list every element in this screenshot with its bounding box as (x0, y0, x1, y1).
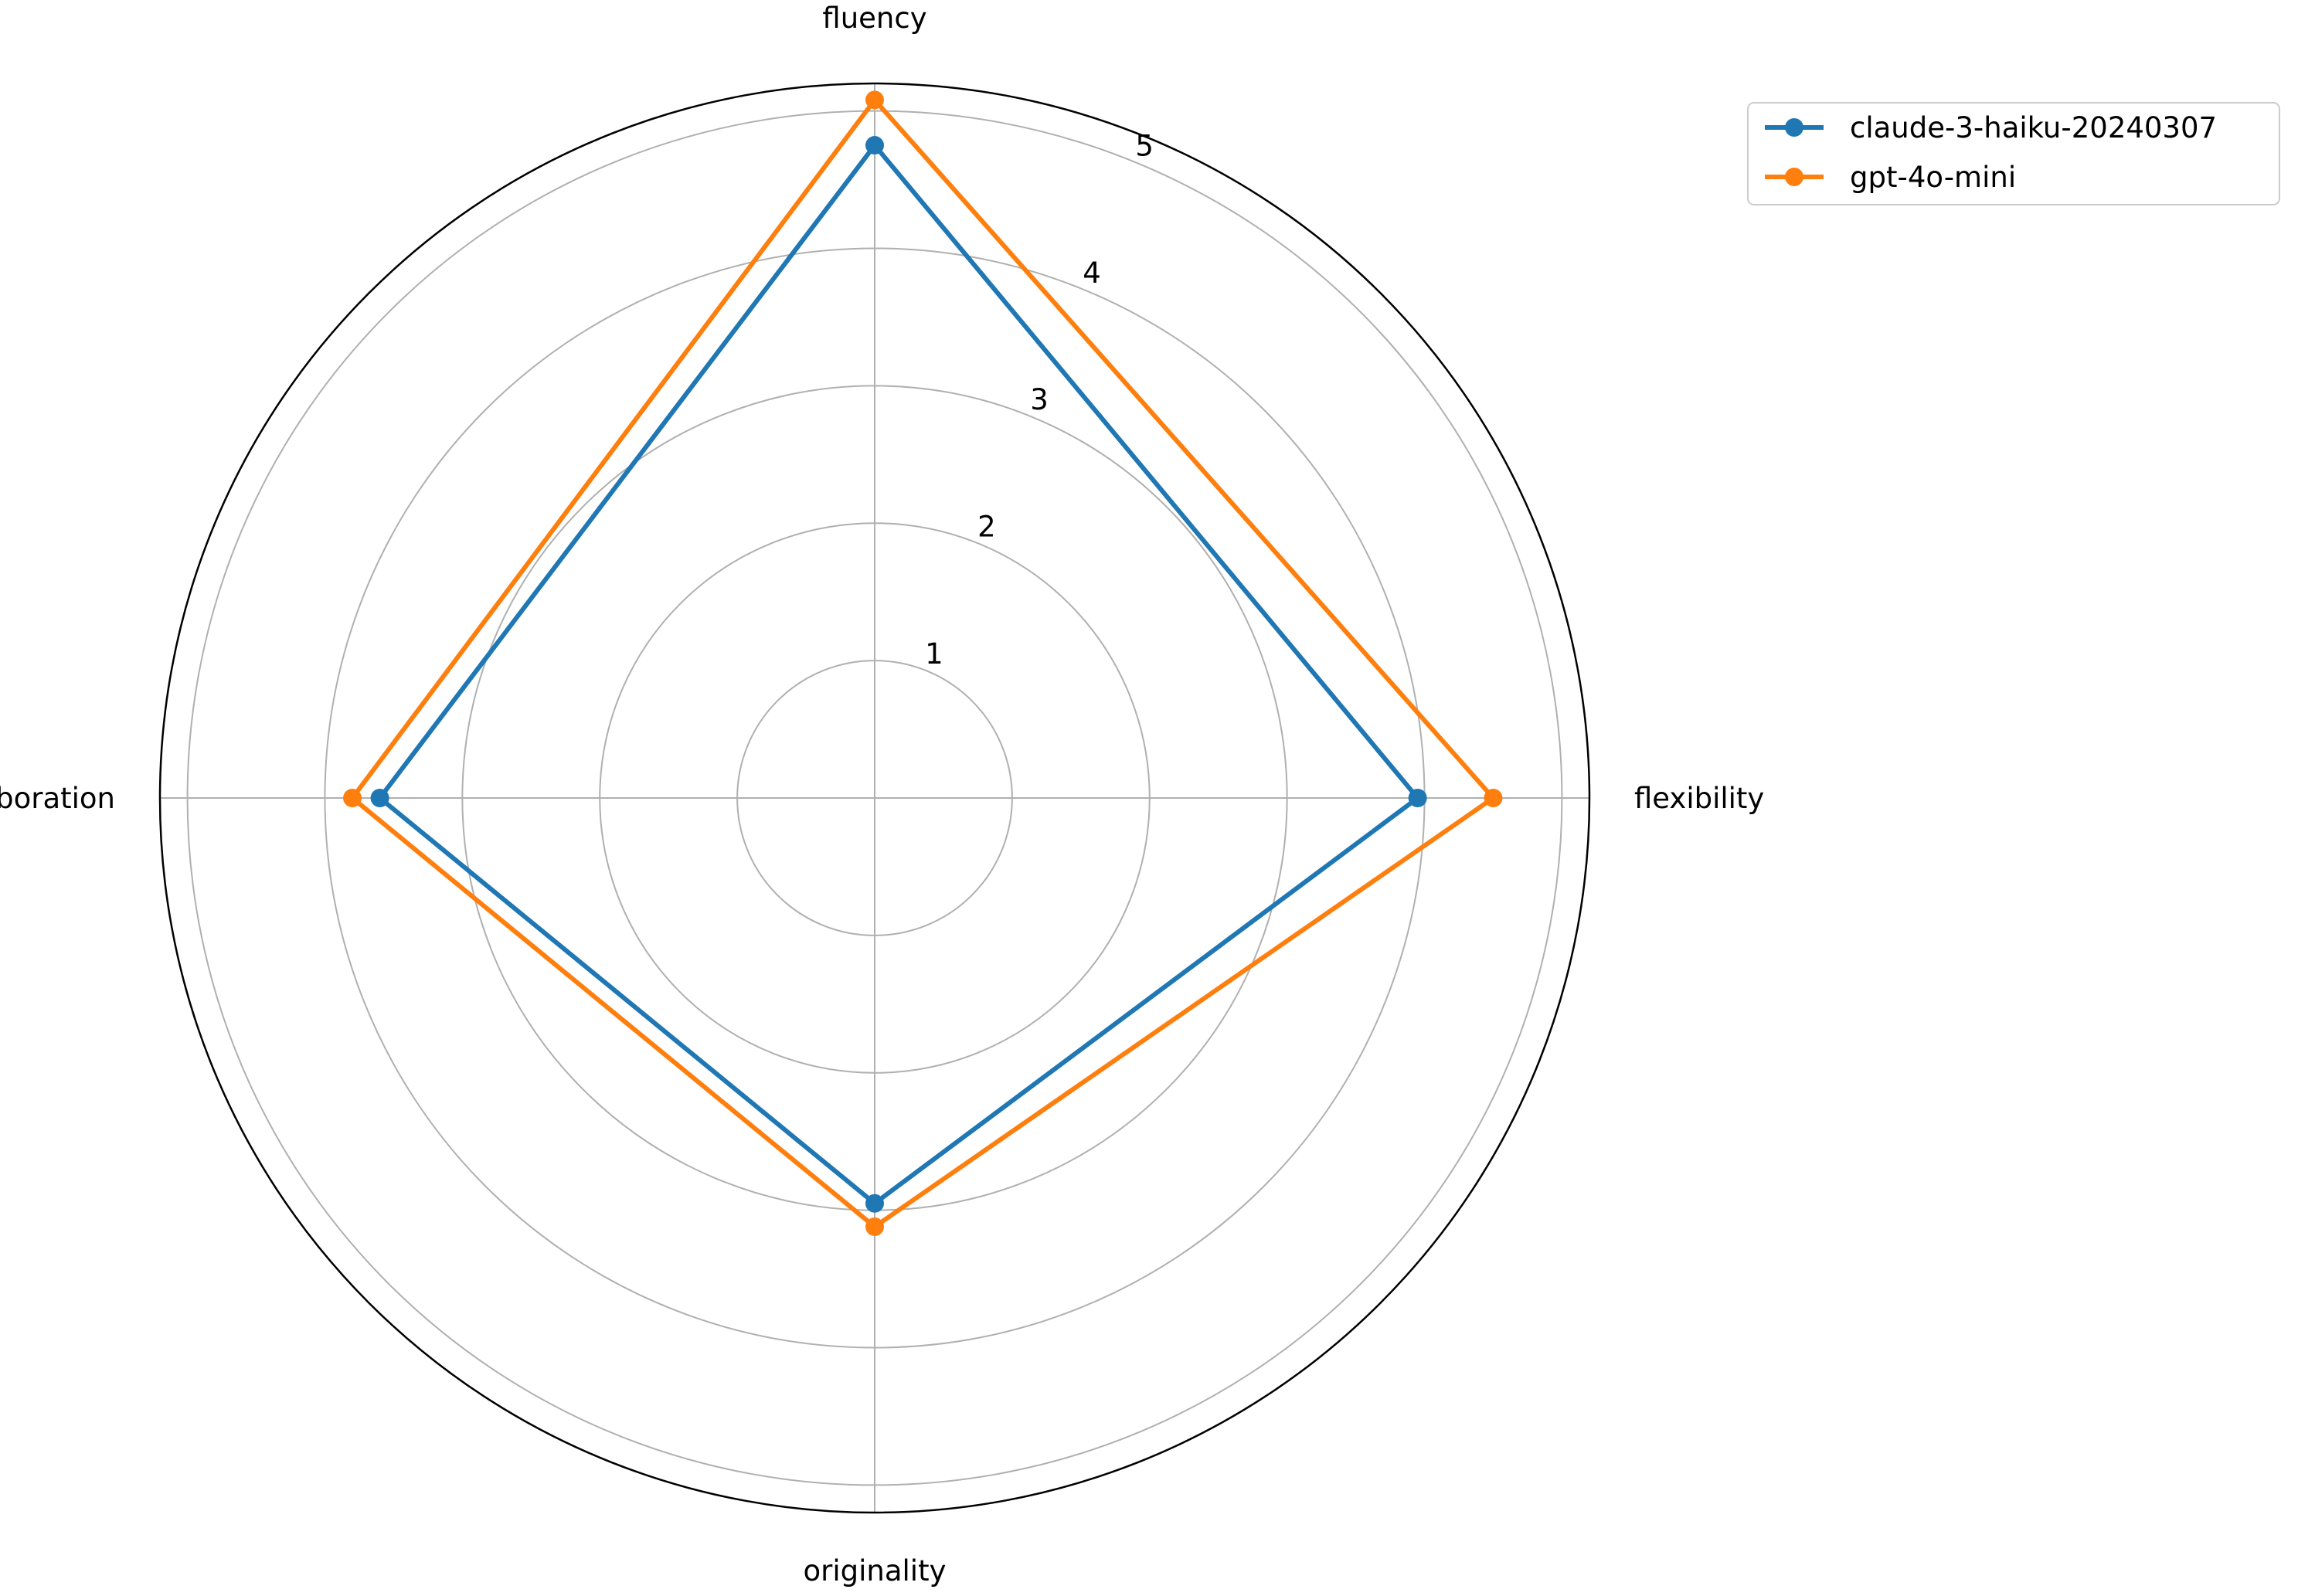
legend-swatch-marker (1785, 168, 1803, 186)
r-tick-label: 1 (925, 637, 943, 671)
series-line (376, 141, 1421, 1207)
data-point-elaboration (370, 789, 389, 807)
legend-label: claude-3-haiku-20240307 (1850, 111, 2217, 144)
legend-label: gpt-4o-mini (1850, 161, 2016, 194)
legend: claude-3-haiku-20240307 gpt-4o-mini (1747, 102, 2280, 205)
axis-labels: 1 2 3 4 5 fluency flexibility originality elabor… (0, 2, 1764, 1588)
data-point-originality (865, 1217, 884, 1236)
series-claude-3-haiku-20240307 (370, 136, 1427, 1213)
legend-swatch-marker (1785, 118, 1803, 137)
series-line (348, 96, 1497, 1230)
legend-entry: claude-3-haiku-20240307 (1765, 111, 2217, 144)
r-tick-label: 3 (1030, 383, 1049, 416)
axis-label-elaboration: elaboration (0, 782, 115, 815)
legend-box (1747, 102, 2280, 205)
axis-label-originality: originality (804, 1554, 947, 1588)
axis-label-flexibility: flexibility (1634, 782, 1764, 815)
data-point-elaboration (343, 789, 362, 807)
series-gpt-4o-mini (343, 90, 1503, 1236)
axis-label-fluency: fluency (822, 2, 926, 35)
data-point-fluency (865, 136, 884, 155)
data-point-flexibility (1408, 789, 1427, 807)
data-point-fluency (865, 90, 884, 110)
data-point-flexibility (1484, 789, 1503, 807)
r-tick-label: 2 (977, 510, 996, 543)
legend-entry: gpt-4o-mini (1765, 161, 2016, 194)
series-layer (343, 90, 1503, 1236)
data-point-originality (865, 1194, 884, 1213)
r-tick-label: 5 (1135, 129, 1154, 162)
r-tick-label: 4 (1083, 256, 1101, 290)
outer-boundary (158, 82, 1591, 1514)
